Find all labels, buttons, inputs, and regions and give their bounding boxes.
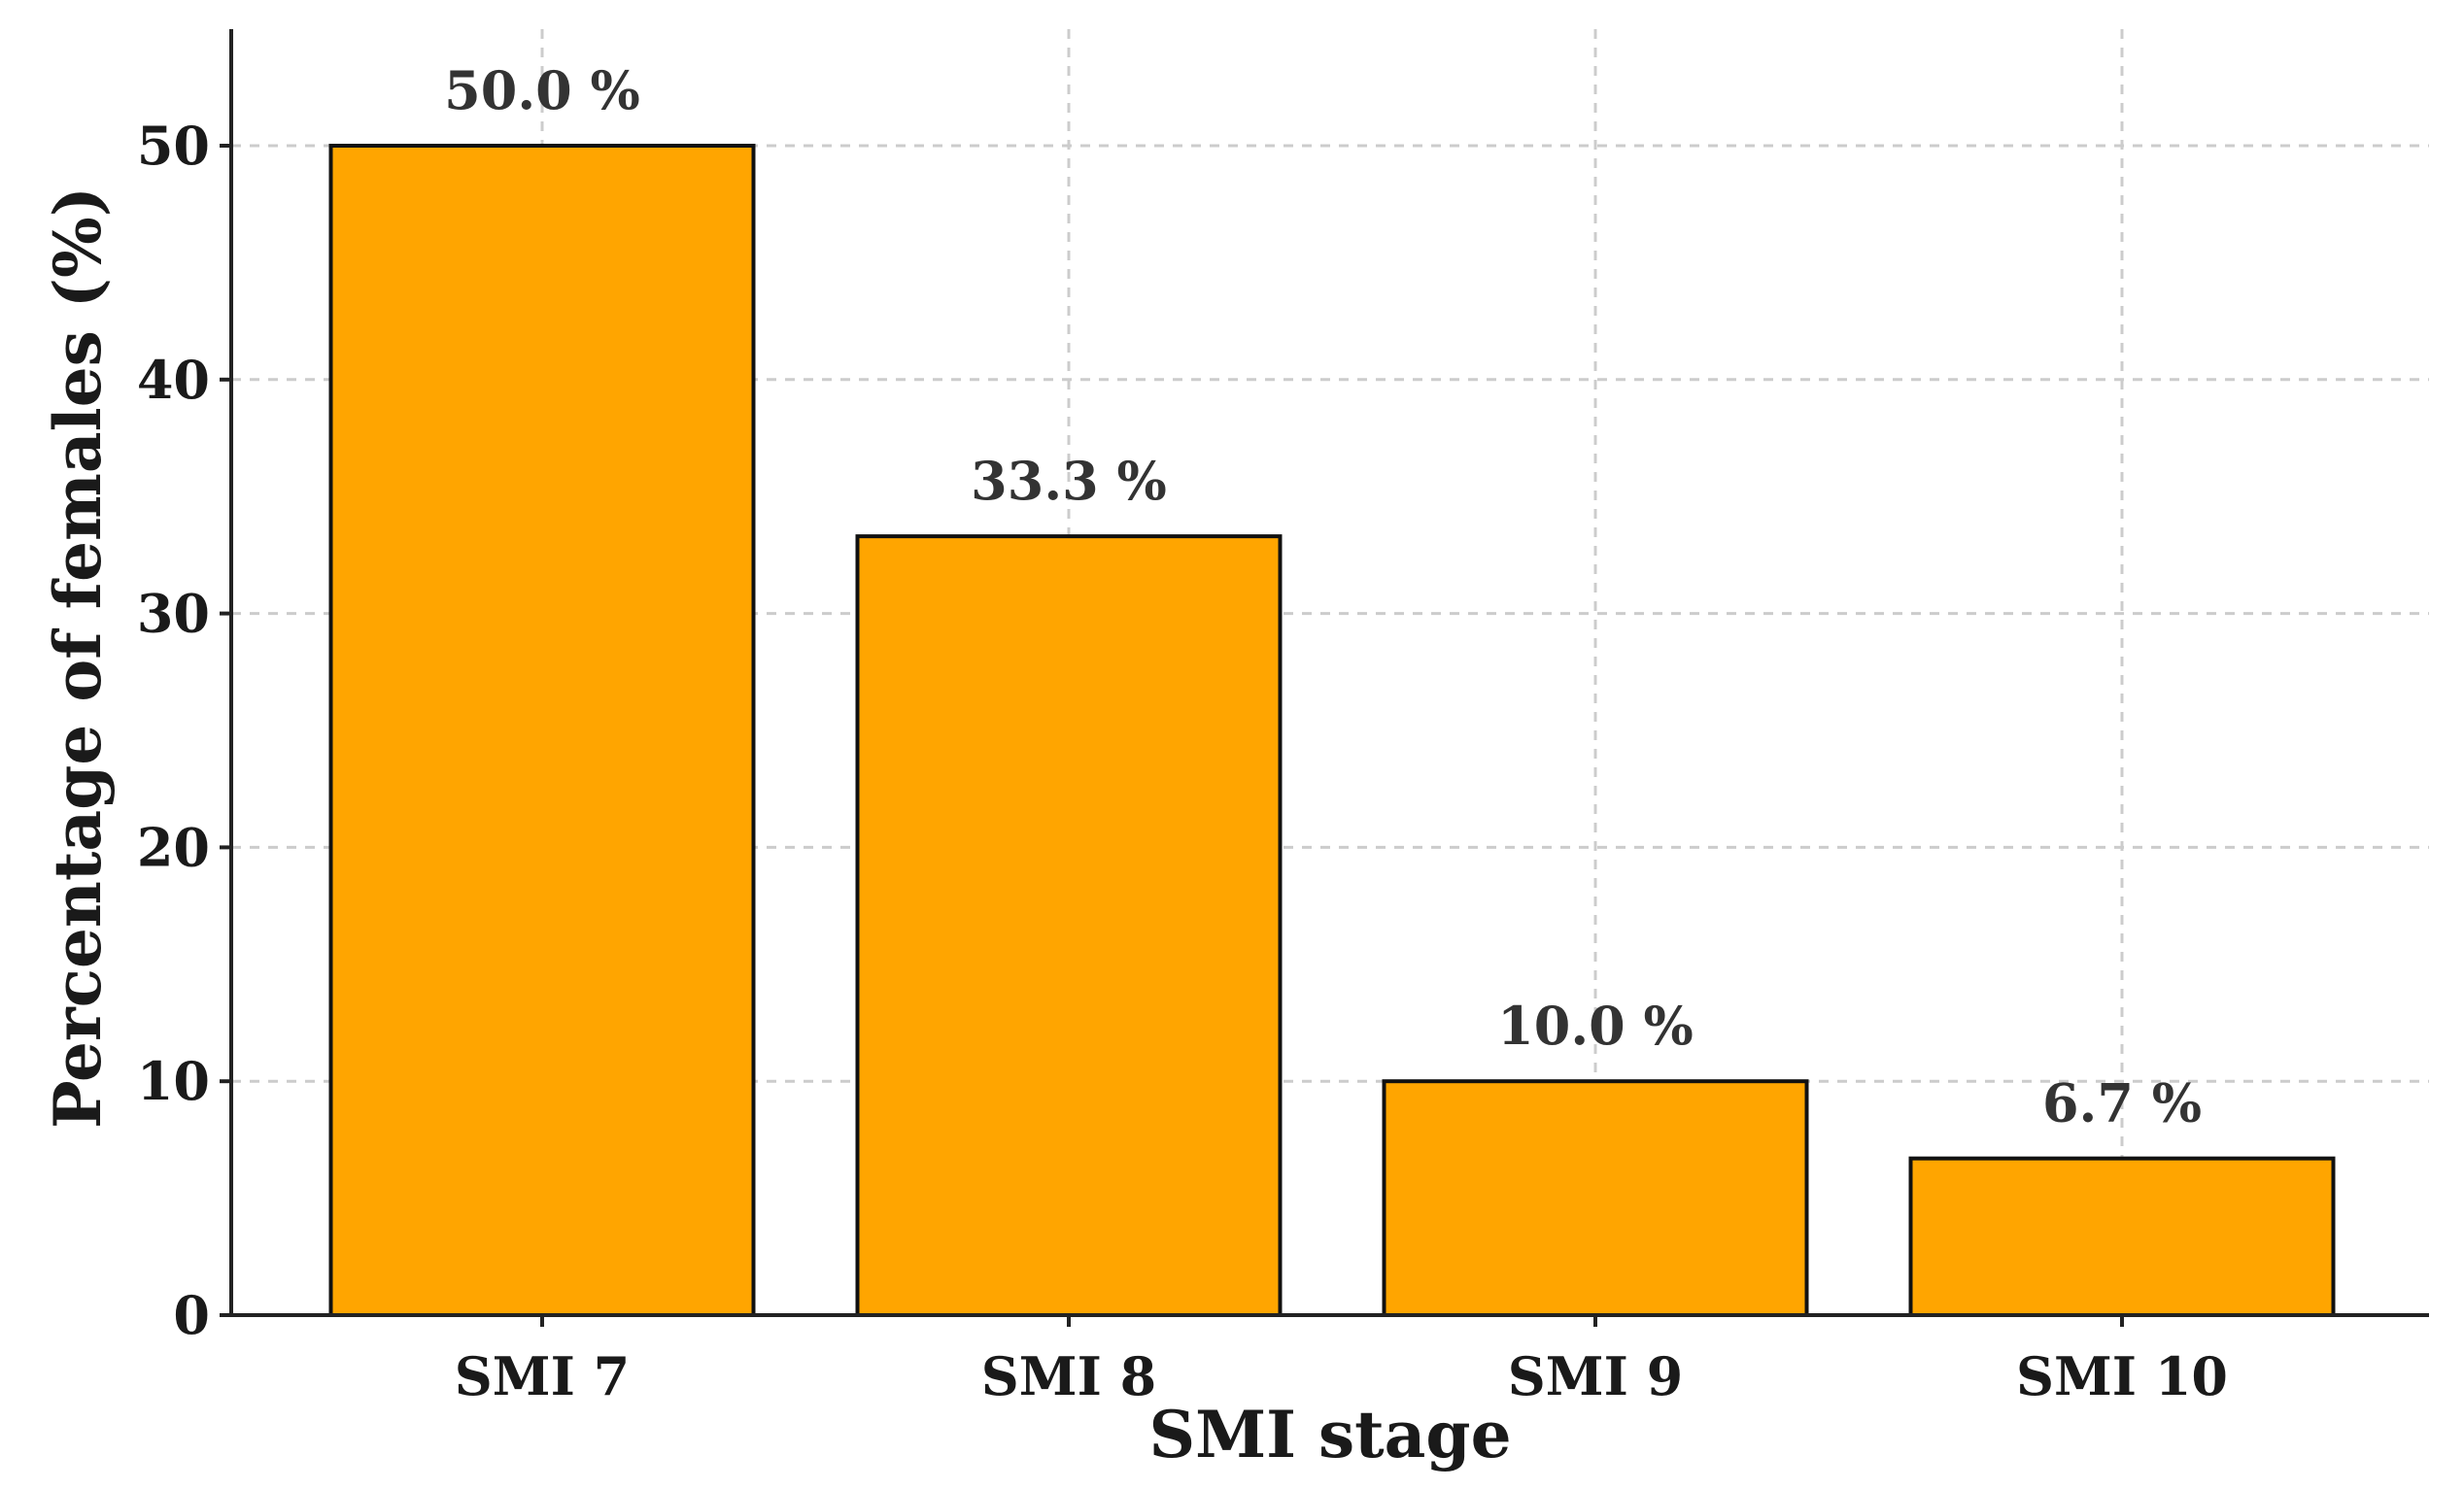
data-labels-group: 50.0 % 33.3 % 10.0 % 6.7 % (444, 59, 2202, 1134)
axes-group (229, 29, 2429, 1317)
bars-group (328, 144, 2336, 1317)
y-tick-label: 0 (173, 1284, 210, 1346)
y-tick-label: 10 (137, 1050, 210, 1112)
data-label: 10.0 % (1497, 995, 1694, 1057)
y-tick-label: 40 (137, 349, 210, 411)
y-axis-title: Percentage of females (%) (40, 186, 116, 1129)
bar-smi-9 (1382, 1079, 1809, 1317)
data-label: 33.3 % (971, 450, 1167, 512)
x-tick-label: SMI 10 (2016, 1345, 2228, 1407)
x-axis-title: SMI stage (1148, 1397, 1511, 1472)
x-tick-label: SMI 8 (981, 1345, 1156, 1407)
bar-smi-10 (1908, 1156, 2336, 1317)
y-tick-label: 30 (137, 583, 210, 645)
data-label: 50.0 % (444, 59, 640, 121)
x-tick-label: SMI 9 (1508, 1345, 1683, 1407)
bar-smi-8 (855, 534, 1283, 1317)
y-tick-label: 50 (137, 115, 210, 177)
bar-smi-7 (328, 144, 756, 1317)
data-label: 6.7 % (2042, 1072, 2202, 1134)
y-tick-label: 20 (137, 816, 210, 878)
y-ticks-group: 0 10 20 30 40 50 (137, 115, 231, 1346)
x-tick-label: SMI 7 (455, 1345, 630, 1407)
x-ticks-group: SMI 7 SMI 8 SMI 9 SMI 10 (455, 1315, 2228, 1407)
